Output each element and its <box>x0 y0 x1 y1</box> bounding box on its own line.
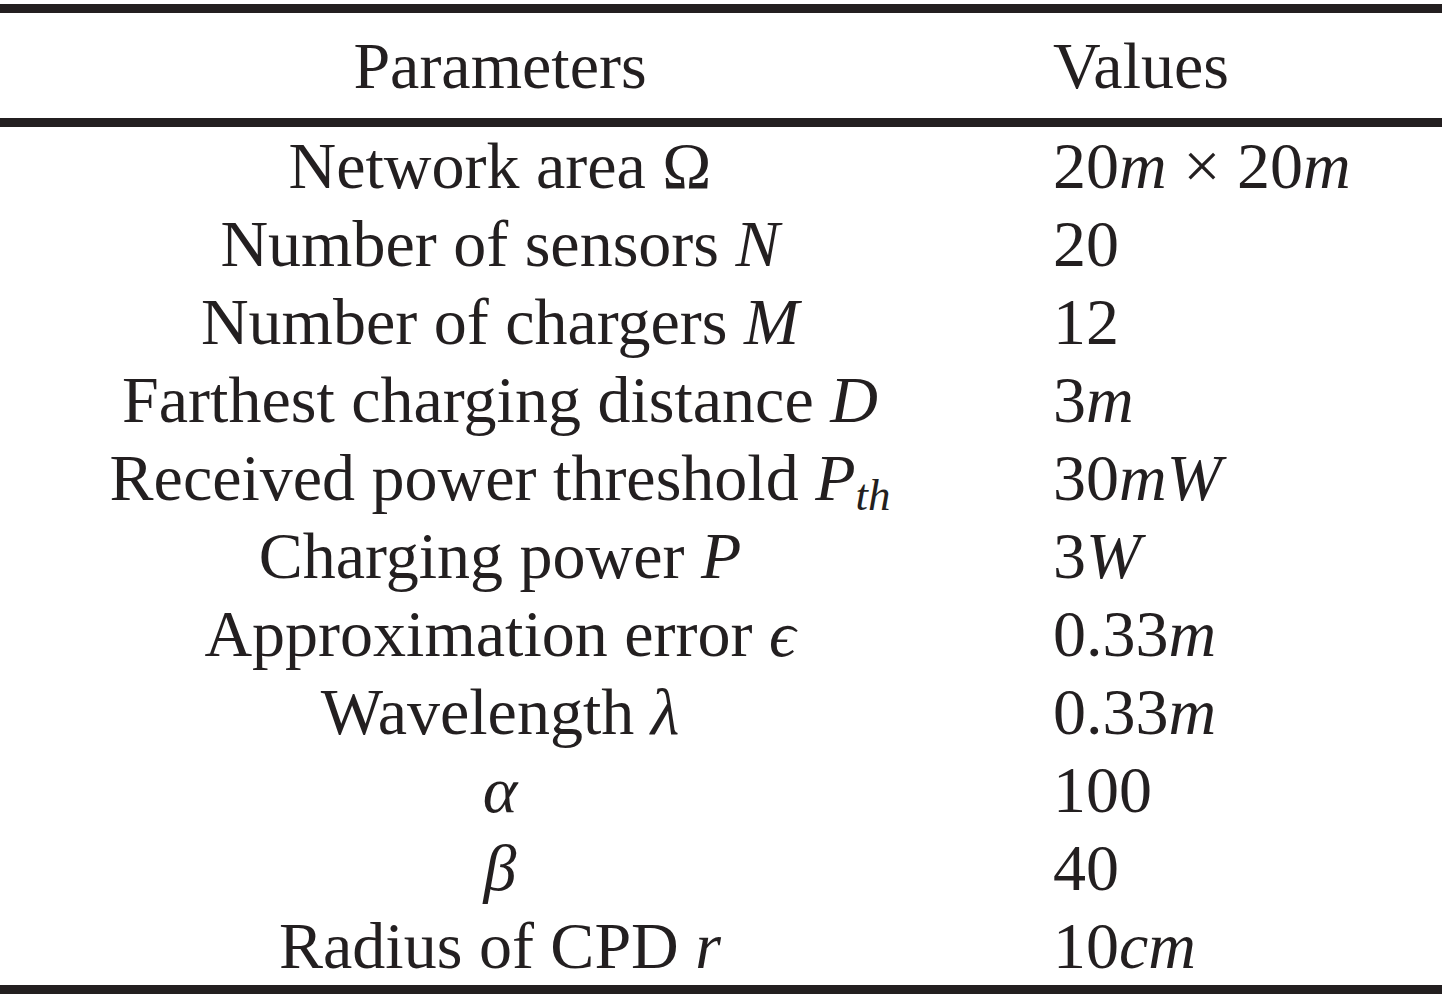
text-run: × 20 <box>1167 129 1303 202</box>
table-header: Parameters Values <box>0 9 1442 123</box>
parameter-cell: β <box>0 829 1000 907</box>
parameter-cell: Number of sensors N <box>0 205 1000 283</box>
text-run: 0.33 <box>1053 675 1169 748</box>
math-symbol: N <box>736 207 780 280</box>
text-run: Number of sensors <box>220 207 735 280</box>
value-cell: 40 <box>1000 829 1442 907</box>
text-run: Charging power <box>259 519 701 592</box>
math-symbol: α <box>483 753 518 826</box>
math-symbol: D <box>830 363 878 436</box>
table-row: β 40 <box>0 829 1442 907</box>
value-cell: 12 <box>1000 283 1442 361</box>
text-run: 20 <box>1053 129 1119 202</box>
table-row: Number of sensors N 20 <box>0 205 1442 283</box>
table-row: Network area Ω20m × 20m <box>0 123 1442 206</box>
text-run: 20 <box>1053 207 1119 280</box>
math-symbol: λ <box>651 675 680 748</box>
text-run: 3 <box>1053 519 1086 592</box>
header-row: Parameters Values <box>0 9 1442 123</box>
table-row: Approximation error ϵ0.33m <box>0 595 1442 673</box>
value-cell: 10cm <box>1000 907 1442 990</box>
text-run: Radius of CPD <box>279 909 695 982</box>
table-row: Radius of CPD r10cm <box>0 907 1442 990</box>
parameter-cell: Received power threshold Pth <box>0 439 1000 517</box>
value-cell: 3m <box>1000 361 1442 439</box>
math-subscript: th <box>856 470 891 520</box>
text-run: Received power threshold <box>110 441 816 514</box>
table-row: Farthest charging distance D3m <box>0 361 1442 439</box>
col-header-parameters: Parameters <box>0 9 1000 123</box>
math-symbol: m <box>1303 129 1351 202</box>
math-symbol: ϵ <box>769 597 796 670</box>
parameter-cell: Wavelength λ <box>0 673 1000 751</box>
table-row: α 100 <box>0 751 1442 829</box>
math-symbol: m <box>1169 597 1217 670</box>
math-symbol: M <box>744 285 799 358</box>
parameter-cell: Number of chargers M <box>0 283 1000 361</box>
parameter-cell: Network area Ω <box>0 123 1000 206</box>
text-run: Farthest charging distance <box>122 363 830 436</box>
text-run: 12 <box>1053 285 1119 358</box>
page: Parameters Values Network area Ω20m × 20… <box>0 0 1442 994</box>
text-run: 30 <box>1053 441 1119 514</box>
value-cell: 0.33m <box>1000 595 1442 673</box>
table-row: Charging power P3W <box>0 517 1442 595</box>
math-symbol: m <box>1169 675 1217 748</box>
math-symbol: P <box>815 441 855 514</box>
text-run: Network area Ω <box>289 129 712 202</box>
text-run: Wavelength <box>321 675 651 748</box>
math-symbol: mW <box>1119 441 1222 514</box>
table-row: Wavelength λ0.33m <box>0 673 1442 751</box>
table-body: Network area Ω20m × 20mNumber of sensors… <box>0 123 1442 990</box>
parameters-table: Parameters Values Network area Ω20m × 20… <box>0 4 1442 994</box>
math-symbol: m <box>1086 363 1134 436</box>
text-run: 40 <box>1053 831 1119 904</box>
text-run: 3 <box>1053 363 1086 436</box>
text-run: Number of chargers <box>201 285 744 358</box>
math-symbol: β <box>484 831 517 904</box>
value-cell: 20m × 20m <box>1000 123 1442 206</box>
value-cell: 0.33m <box>1000 673 1442 751</box>
text-run: 100 <box>1053 753 1152 826</box>
parameter-cell: Radius of CPD r <box>0 907 1000 990</box>
text-run: 0.33 <box>1053 597 1169 670</box>
text-run: 10 <box>1053 909 1119 982</box>
col-header-values: Values <box>1000 9 1442 123</box>
value-cell: 100 <box>1000 751 1442 829</box>
value-cell: 20 <box>1000 205 1442 283</box>
math-symbol: W <box>1086 519 1141 592</box>
math-symbol: r <box>695 909 721 982</box>
parameter-cell: Approximation error ϵ <box>0 595 1000 673</box>
math-symbol: m <box>1119 129 1167 202</box>
math-symbol: cm <box>1119 909 1196 982</box>
table-row: Received power threshold Pth30mW <box>0 439 1442 517</box>
parameter-cell: α <box>0 751 1000 829</box>
math-symbol: P <box>701 519 741 592</box>
value-cell: 30mW <box>1000 439 1442 517</box>
parameter-cell: Charging power P <box>0 517 1000 595</box>
table-row: Number of chargers M 12 <box>0 283 1442 361</box>
value-cell: 3W <box>1000 517 1442 595</box>
parameter-cell: Farthest charging distance D <box>0 361 1000 439</box>
text-run: Approximation error <box>204 597 769 670</box>
